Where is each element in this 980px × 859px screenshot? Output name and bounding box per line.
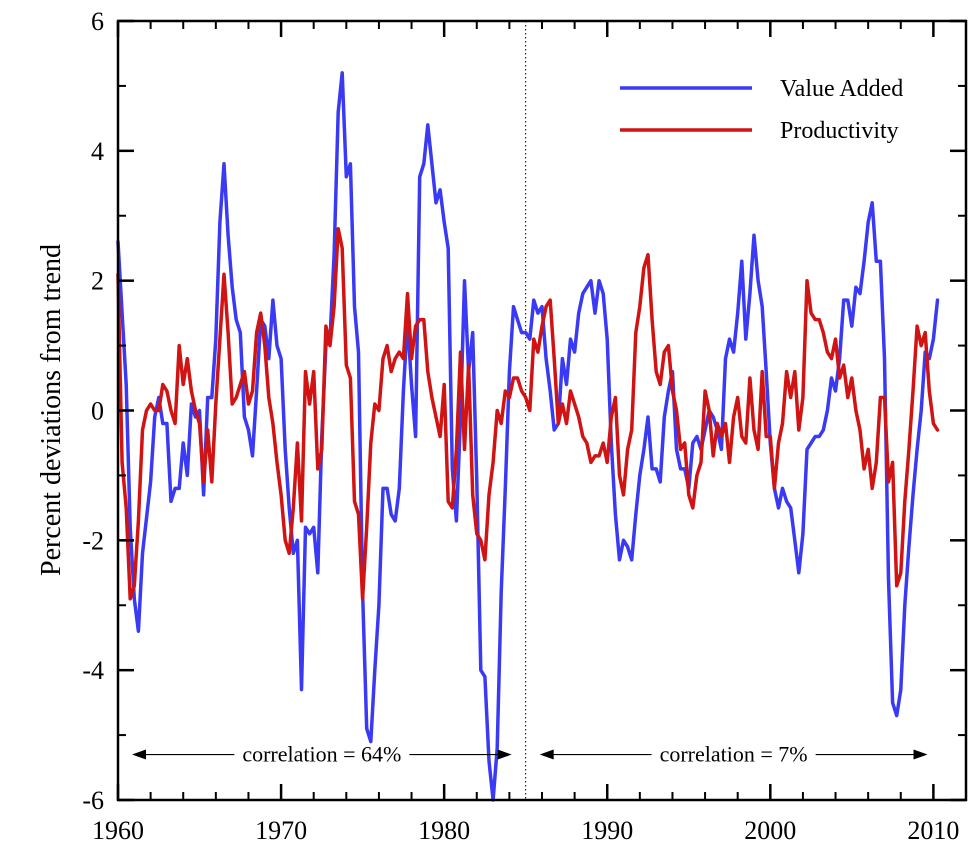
x-tick-label: 1980: [418, 816, 470, 845]
y-tick-label: 4: [91, 137, 104, 166]
x-tick-label: 1970: [255, 816, 307, 845]
y-tick-label: -2: [82, 526, 104, 555]
y-tick-label: 6: [91, 7, 104, 36]
y-tick-label: -4: [82, 656, 104, 685]
series-line-value-added: [116, 71, 940, 802]
annotation-label: correlation = 7%: [660, 742, 808, 767]
y-axis-title: Percent deviations from trend: [36, 244, 67, 576]
annotation-label: correlation = 64%: [242, 742, 401, 767]
annotation-arrowhead-right: [497, 749, 512, 760]
annotation-arrowhead-right: [913, 749, 928, 760]
annotation-arrowhead-left: [539, 749, 554, 760]
series-line-productivity: [116, 226, 940, 601]
x-tick-label: 2010: [907, 816, 959, 845]
y-tick-label: -6: [82, 786, 104, 815]
correlation-annotation: correlation = 7%: [539, 742, 928, 767]
y-tick-label: 2: [91, 267, 104, 296]
x-tick-label: 1960: [92, 816, 144, 845]
y-tick-label: 0: [91, 397, 104, 426]
legend: Value Added Productivity: [620, 76, 903, 144]
x-tick-label: 2000: [744, 816, 796, 845]
annotation-arrowhead-left: [132, 749, 146, 760]
legend-label: Value Added: [780, 76, 903, 102]
correlation-annotation: correlation = 64%: [132, 742, 512, 767]
x-tick-label: 1990: [581, 816, 633, 845]
legend-label: Productivity: [780, 118, 899, 144]
